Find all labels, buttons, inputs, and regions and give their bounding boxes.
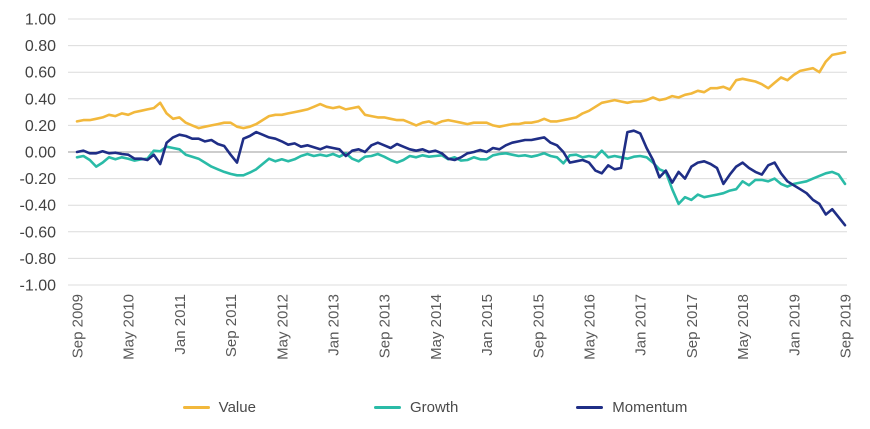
chart-legend: Value Growth Momentum	[0, 399, 870, 416]
x-axis-tick-label: Sep 2019	[838, 294, 855, 358]
legend-label-value: Value	[218, 399, 256, 416]
x-axis-tick-label: May 2018	[735, 294, 752, 360]
legend-label-growth: Growth	[409, 399, 459, 416]
y-axis-tick-label: 0.20	[25, 118, 56, 135]
legend-label-momentum: Momentum	[612, 399, 688, 416]
x-axis-tick-label: Jan 2013	[326, 294, 343, 356]
momentum-line-series	[75, 129, 847, 227]
x-axis-tick-label: May 2014	[428, 294, 445, 360]
y-axis-tick-label: -0.80	[20, 251, 57, 268]
y-axis-tick-label: -0.20	[20, 171, 57, 188]
x-axis-tick-label: Sep 2013	[377, 294, 394, 358]
y-axis-tick-label: -0.40	[20, 198, 57, 215]
x-axis-tick-label: Jan 2011	[172, 294, 189, 355]
y-axis-tick-label: 0.80	[25, 38, 56, 55]
legend-item-growth[interactable]: Growth	[373, 399, 459, 416]
x-axis-tick-label: May 2016	[582, 294, 599, 360]
y-axis-tick-label: -0.60	[20, 224, 57, 241]
x-axis-tick-label: Jan 2019	[786, 294, 803, 356]
x-axis-tick-label: Sep 2017	[684, 294, 701, 358]
x-axis-tick-label: May 2012	[274, 294, 291, 360]
legend-item-momentum[interactable]: Momentum	[576, 399, 687, 416]
x-axis-tick-label: Jan 2017	[633, 294, 650, 356]
growth-line-series	[75, 145, 847, 206]
y-axis-tick-label: 0.40	[25, 91, 56, 108]
y-axis-tick-label: 0.00	[25, 145, 56, 162]
value-line-swatch	[182, 406, 210, 409]
x-axis-tick-label: Sep 2015	[530, 294, 547, 358]
x-axis-tick-label: May 2010	[121, 294, 138, 360]
growth-line-swatch	[373, 406, 401, 409]
value-line-series	[75, 50, 847, 130]
x-axis-tick-label: Sep 2011	[223, 294, 240, 357]
y-axis-tick-label: -1.00	[20, 278, 57, 295]
y-axis-tick-label: 1.00	[25, 12, 56, 29]
x-axis-tick-label: Sep 2009	[70, 294, 87, 358]
x-axis-tick-label: Jan 2015	[479, 294, 496, 356]
momentum-line-swatch	[576, 406, 604, 409]
y-axis-tick-label: 0.60	[25, 65, 56, 82]
legend-item-value[interactable]: Value	[182, 399, 256, 416]
